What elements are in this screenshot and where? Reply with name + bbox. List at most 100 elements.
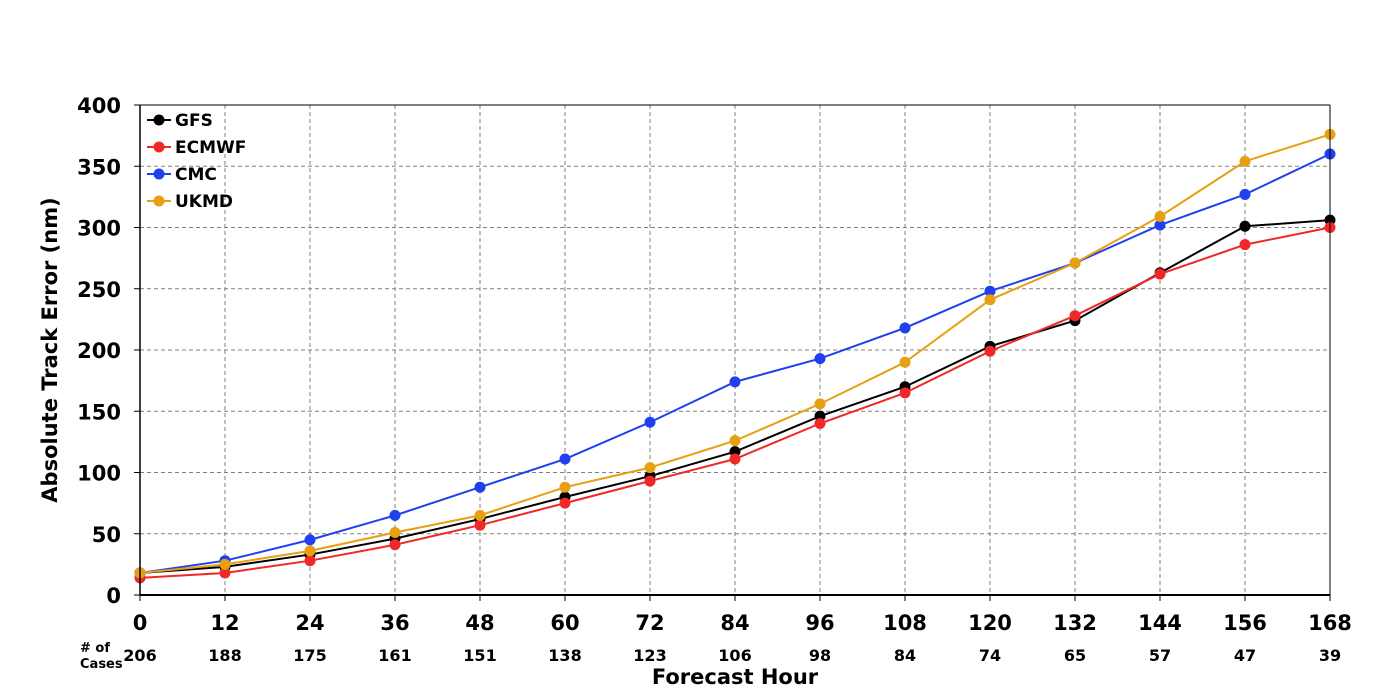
cases-label-line2: Cases — [80, 657, 123, 672]
legend-item-ukmd: UKMD — [147, 192, 233, 212]
data-point — [644, 462, 656, 474]
data-point — [304, 545, 316, 557]
data-point — [559, 497, 571, 509]
case-count: 74 — [979, 646, 1001, 665]
legend-label: ECMWF — [175, 138, 246, 158]
data-point — [984, 345, 996, 357]
data-point — [474, 519, 486, 531]
case-count: 175 — [293, 646, 326, 665]
data-point — [1239, 188, 1251, 200]
x-tick-label: 48 — [465, 611, 494, 635]
data-point — [1239, 220, 1251, 232]
data-point — [389, 509, 401, 521]
data-point — [729, 435, 741, 447]
x-tick-label: 132 — [1053, 611, 1097, 635]
data-point — [474, 509, 486, 521]
data-point — [899, 322, 911, 334]
data-point — [389, 527, 401, 539]
y-tick-label: 400 — [77, 94, 121, 118]
case-count: 47 — [1234, 646, 1256, 665]
case-count: 123 — [633, 646, 666, 665]
x-tick-label: 12 — [210, 611, 239, 635]
series-ecmwf — [134, 222, 1336, 584]
data-point — [1154, 219, 1166, 231]
data-point — [1154, 268, 1166, 280]
data-point — [1069, 257, 1081, 269]
x-tick-labels: 0 12 24 36 48 60 72 84 96 108 120 132 144 156 168 — [133, 595, 1352, 635]
data-point — [1069, 310, 1081, 322]
data-point — [814, 398, 826, 410]
legend-item-gfs: GFS — [147, 111, 213, 131]
case-count: 84 — [894, 646, 916, 665]
x-tick-label: 72 — [635, 611, 664, 635]
data-point — [729, 453, 741, 465]
data-point — [559, 453, 571, 465]
legend-label: CMC — [175, 165, 217, 185]
data-point — [644, 475, 656, 487]
legend: GFS ECMWF CMC UKMD — [147, 111, 246, 212]
cases-label-line1: # of — [80, 641, 110, 656]
x-tick-label: 24 — [295, 611, 324, 635]
case-count: 138 — [548, 646, 581, 665]
data-point — [984, 294, 996, 306]
case-count: 106 — [718, 646, 751, 665]
x-tick-label: 120 — [968, 611, 1012, 635]
x-tick-label: 36 — [380, 611, 409, 635]
y-tick-label: 150 — [77, 400, 121, 424]
case-counts: 206 188 175 161 151 138 123 106 98 84 74 65 57 47 39 — [123, 646, 1341, 665]
data-point — [474, 481, 486, 493]
case-count: 57 — [1149, 646, 1171, 665]
data-point — [899, 356, 911, 368]
y-tick-label: 100 — [77, 462, 121, 486]
data-point — [814, 418, 826, 429]
y-tick-labels: 0 50 100 150 200 250 300 350 400 — [77, 94, 140, 608]
legend-item-ecmwf: ECMWF — [147, 138, 246, 158]
series-lines — [134, 128, 1336, 584]
legend-label: UKMD — [175, 192, 233, 212]
x-tick-label: 84 — [720, 611, 749, 635]
y-tick-label: 350 — [77, 155, 121, 179]
data-point — [559, 481, 571, 493]
case-count: 39 — [1319, 646, 1341, 665]
legend-marker — [153, 195, 165, 207]
y-axis-title: Absolute Track Error (nm) — [38, 197, 62, 502]
legend-marker — [153, 141, 165, 153]
data-point — [899, 387, 911, 399]
case-count: 161 — [378, 646, 411, 665]
data-point — [1239, 155, 1251, 167]
legend-marker — [153, 168, 165, 180]
x-tick-label: 108 — [883, 611, 927, 635]
legend-label: GFS — [175, 111, 213, 131]
legend-item-cmc: CMC — [147, 165, 217, 185]
x-tick-label: 168 — [1308, 611, 1352, 635]
data-point — [984, 285, 996, 297]
case-count: 206 — [123, 646, 156, 665]
series-line — [139, 153, 1331, 574]
data-point — [729, 376, 741, 388]
y-tick-label: 300 — [77, 217, 121, 241]
x-tick-label: 60 — [550, 611, 579, 635]
x-tick-label: 96 — [805, 611, 834, 635]
y-tick-label: 0 — [106, 584, 121, 608]
data-point — [389, 539, 401, 551]
data-point — [1154, 210, 1166, 222]
case-count: 98 — [809, 646, 831, 665]
data-point — [219, 558, 231, 570]
case-count: 151 — [463, 646, 496, 665]
case-count: 65 — [1064, 646, 1086, 665]
data-point — [219, 567, 231, 579]
data-point — [644, 416, 656, 428]
y-tick-label: 200 — [77, 339, 121, 363]
data-point — [1239, 239, 1251, 251]
data-point — [814, 353, 826, 365]
data-point — [304, 534, 316, 546]
series-ukmd — [134, 128, 1336, 579]
grid-lines — [140, 104, 1331, 595]
data-point — [304, 555, 316, 567]
y-tick-label: 50 — [92, 523, 121, 547]
x-tick-label: 156 — [1223, 611, 1267, 635]
legend-marker — [153, 114, 165, 126]
case-count: 188 — [208, 646, 241, 665]
x-tick-label: 144 — [1138, 611, 1182, 635]
